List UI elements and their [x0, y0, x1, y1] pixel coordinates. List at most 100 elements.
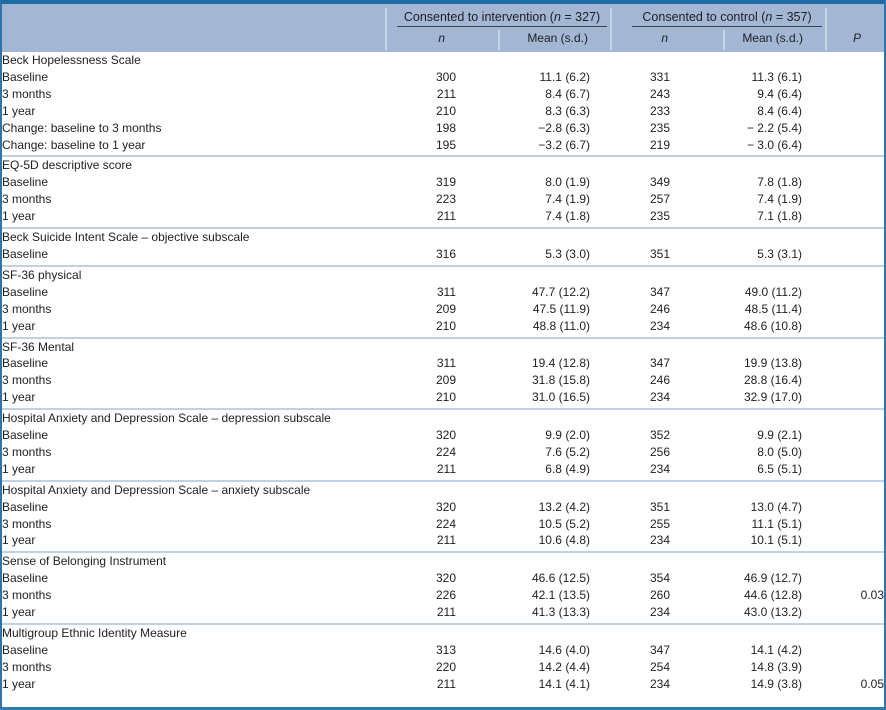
mean-sd-intervention-cell: 11.1 (6.2)	[539, 69, 590, 84]
n-control-cell: 254	[649, 659, 670, 674]
mean-sd-intervention-cell: 14.6 (4.0)	[538, 642, 590, 657]
n-intervention-cell: 300	[435, 69, 456, 84]
table-row: Baseline 300 11.1 (6.2) 331 11.3 (6.1)	[2, 69, 884, 86]
mean-sd-intervention-cell: 14.2 (4.4)	[538, 659, 590, 674]
row-label: Baseline	[2, 428, 49, 443]
mean-sd-control-cell: − 3.0 (6.4)	[746, 137, 802, 152]
n-intervention-cell: 220	[435, 659, 456, 674]
p-value-cell	[802, 301, 884, 318]
n-control-cell: 256	[649, 444, 670, 459]
n-intervention-cell: 195	[435, 137, 456, 152]
table-row: 1 year 210 31.0 (16.5) 234 32.9 (17.0)	[2, 389, 884, 409]
mean-sd-control-cell: 11.3 (6.1)	[751, 69, 802, 84]
mean-sd-control-cell: 11.1 (5.1)	[751, 516, 802, 531]
p-value-cell	[802, 137, 884, 157]
section-heading-row: Beck Hopelessness Scale	[2, 52, 884, 69]
p-value-cell	[802, 604, 884, 624]
n-intervention-cell: 210	[435, 318, 456, 333]
column-header-n-intervention: n	[438, 31, 445, 45]
section-heading-row: EQ-5D descriptive score	[2, 155, 884, 175]
p-value-cell	[802, 532, 884, 552]
p-value-cell	[802, 120, 884, 137]
mean-sd-control-cell: 9.9 (2.1)	[757, 428, 802, 443]
p-value-cell	[802, 69, 884, 86]
table-row: 3 months 209 47.5 (11.9) 246 48.5 (11.4)	[2, 301, 884, 318]
mean-sd-intervention-cell: 10.6 (4.8)	[538, 533, 590, 548]
mean-sd-control-cell: 32.9 (17.0)	[743, 390, 802, 405]
n-control-cell: 347	[649, 284, 670, 299]
mean-sd-intervention-cell: 47.7 (12.2)	[531, 284, 590, 299]
table-row: 3 months 224 7.6 (5.2) 256 8.0 (5.0)	[2, 444, 884, 461]
table-row: Baseline 320 9.9 (2.0) 352 9.9 (2.1)	[2, 427, 884, 444]
n-intervention-cell: 224	[435, 444, 456, 459]
p-value-cell: 0.03	[860, 588, 884, 603]
section-title: SF-36 physical	[2, 264, 884, 284]
mean-sd-intervention-cell: −3.2 (6.7)	[538, 137, 590, 152]
mean-sd-intervention-cell: 13.2 (4.2)	[538, 499, 590, 514]
n-intervention-cell: 320	[435, 428, 456, 443]
n-intervention-cell: 319	[435, 175, 456, 190]
section-heading-row: Beck Suicide Intent Scale – objective su…	[2, 227, 884, 246]
p-value-cell	[802, 86, 884, 103]
mean-sd-control-cell: 7.1 (1.8)	[757, 209, 802, 224]
n-intervention-cell: 209	[435, 373, 456, 388]
n-intervention-cell: 313	[435, 642, 456, 657]
n-control-cell: 234	[649, 533, 670, 548]
mean-sd-intervention-cell: 48.8 (11.0)	[532, 318, 590, 333]
table-row: 3 months 226 42.1 (13.5) 260 44.6 (12.8) 0.03	[2, 587, 884, 604]
n-control-cell: 347	[649, 356, 670, 371]
mean-sd-control-cell: 9.4 (6.4)	[757, 86, 802, 101]
table-row: Change: baseline to 1 year 195 −3.2 (6.7) 2…	[2, 137, 884, 157]
header-column-divider	[385, 8, 387, 50]
row-label: 1 year	[2, 103, 36, 118]
p-value-cell	[802, 389, 884, 409]
p-value-cell	[802, 318, 884, 338]
mean-sd-control-cell: 6.5 (5.1)	[757, 461, 802, 476]
table-row: 1 year 211 14.1 (4.1) 234 14.9 (3.8) 0.05	[2, 676, 884, 695]
p-value-cell	[802, 516, 884, 533]
row-label: 3 months	[2, 659, 52, 674]
p-value-cell	[802, 427, 884, 444]
row-label: 1 year	[2, 676, 36, 691]
header-column-divider	[723, 30, 725, 50]
mean-sd-intervention-cell: 9.9 (2.0)	[545, 428, 590, 443]
p-value-cell	[802, 174, 884, 191]
row-label: 1 year	[2, 533, 36, 548]
n-control-cell: 347	[649, 642, 670, 657]
table-row: 1 year 210 48.8 (11.0) 234 48.6 (10.8)	[2, 318, 884, 338]
n-symbol: n	[553, 10, 561, 24]
table-row: 3 months 224 10.5 (5.2) 255 11.1 (5.1)	[2, 516, 884, 533]
p-value-cell	[802, 284, 884, 301]
n-intervention-cell: 198	[435, 120, 456, 135]
n-control-cell: 246	[649, 301, 670, 316]
n-intervention-cell: 223	[435, 192, 456, 207]
mean-sd-control-cell: 8.0 (5.0)	[757, 444, 802, 459]
table-row: Baseline 320 46.6 (12.5) 354 46.9 (12.7)	[2, 570, 884, 587]
mean-sd-control-cell: 7.4 (1.9)	[757, 192, 802, 207]
group-header-text: Consented to intervention (	[403, 10, 554, 24]
row-label: 1 year	[2, 318, 36, 333]
mean-sd-control-cell: 28.8 (16.4)	[743, 373, 802, 388]
table-row: Baseline 313 14.6 (4.0) 347 14.1 (4.2)	[2, 642, 884, 659]
section-title: Hospital Anxiety and Depression Scale – …	[2, 479, 884, 499]
group-header-intervention: Consented to intervention (n = 327)	[397, 10, 607, 27]
mean-sd-control-cell: 48.5 (11.4)	[744, 301, 802, 316]
row-label: 1 year	[2, 209, 36, 224]
mean-sd-control-cell: 5.3 (3.1)	[757, 246, 802, 261]
row-label: Baseline	[2, 499, 49, 514]
p-value-cell	[802, 570, 884, 587]
section-heading-row: SF-36 physical	[2, 264, 884, 284]
row-label: Baseline	[2, 284, 49, 299]
row-label: Baseline	[2, 356, 49, 371]
header-column-divider	[825, 8, 827, 50]
p-value-cell	[802, 208, 884, 228]
n-control-cell: 255	[649, 516, 670, 531]
n-intervention-cell: 311	[436, 356, 456, 371]
row-label: 3 months	[2, 444, 52, 459]
section-heading-row: SF-36 Mental	[2, 336, 884, 356]
table-row: 3 months 223 7.4 (1.9) 257 7.4 (1.9)	[2, 191, 884, 208]
n-intervention-cell: 311	[436, 284, 456, 299]
section-heading-row: Hospital Anxiety and Depression Scale – …	[2, 408, 884, 428]
row-label: Change: baseline to 1 year	[2, 137, 146, 152]
